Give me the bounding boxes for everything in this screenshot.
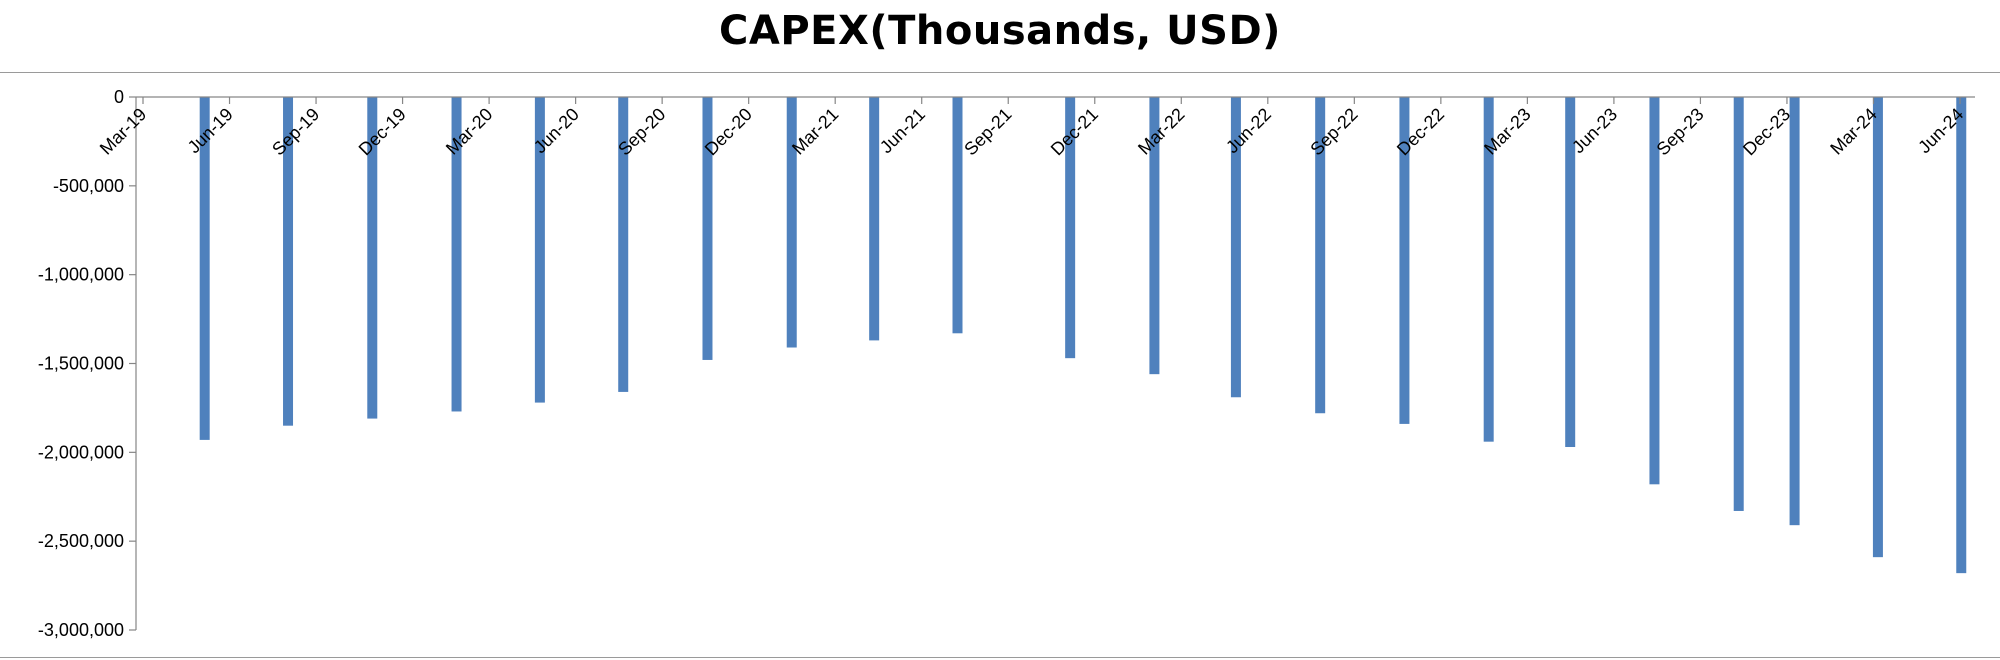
bar	[952, 97, 963, 334]
bar	[1230, 97, 1241, 398]
x-tick-label: Sep-22	[1306, 104, 1361, 159]
y-tick-label: -1,000,000	[38, 265, 124, 285]
bar	[1399, 97, 1410, 424]
bar	[1872, 97, 1883, 558]
x-tick-label: Jun-19	[184, 104, 237, 157]
x-tick-label: Sep-21	[960, 104, 1015, 159]
bar	[1315, 97, 1326, 414]
y-tick-label: -1,500,000	[38, 354, 124, 374]
bar	[1956, 97, 1967, 574]
bar	[199, 97, 210, 440]
bar	[1565, 97, 1576, 448]
bar	[786, 97, 797, 348]
x-tick-label: Mar-20	[442, 104, 496, 158]
bar	[1649, 97, 1660, 485]
y-tick-label: -3,000,000	[38, 620, 124, 640]
x-tick-label: Dec-23	[1739, 104, 1794, 159]
bar	[702, 97, 713, 360]
y-tick-label: -2,000,000	[38, 442, 124, 462]
bar	[451, 97, 462, 412]
bar	[283, 97, 294, 426]
x-tick-label: Jun-23	[1568, 104, 1621, 157]
bar	[1789, 97, 1800, 526]
top-divider	[0, 72, 2000, 73]
y-tick-label: -2,500,000	[38, 531, 124, 551]
bar	[367, 97, 378, 419]
x-tick-label: Mar-24	[1826, 104, 1880, 158]
x-tick-label: Sep-23	[1653, 104, 1708, 159]
bar	[1483, 97, 1494, 442]
x-tick-label: Jun-21	[876, 104, 929, 157]
bottom-divider	[0, 657, 2000, 658]
y-tick-label: -500,000	[53, 176, 124, 196]
x-tick-label: Dec-19	[355, 104, 410, 159]
bar	[618, 97, 629, 392]
y-tick-label: 0	[114, 87, 124, 107]
bar	[1149, 97, 1160, 375]
bar	[1065, 97, 1076, 359]
bar	[1733, 97, 1744, 511]
bar	[534, 97, 545, 403]
x-tick-label: Sep-19	[268, 104, 323, 159]
x-tick-label: Jun-22	[1222, 104, 1275, 157]
x-tick-label: Mar-19	[96, 104, 150, 158]
bar	[869, 97, 880, 341]
chart-title: CAPEX(Thousands, USD)	[719, 8, 1281, 54]
x-tick-label: Mar-22	[1134, 104, 1188, 158]
